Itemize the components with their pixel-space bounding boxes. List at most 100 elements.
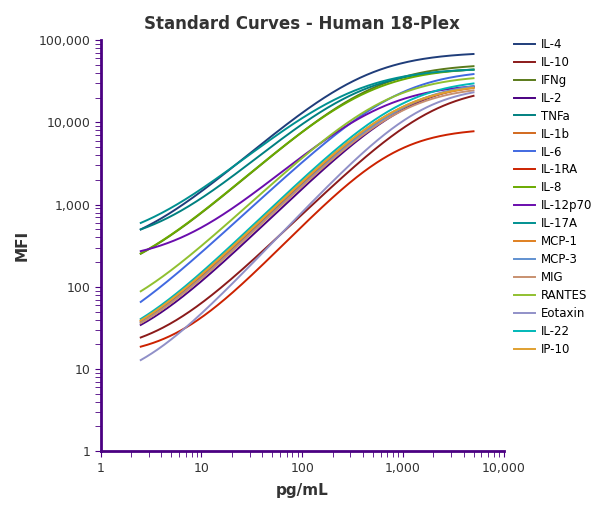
IL-8 [418,72,425,78]
Line: MCP-1: MCP-1 [140,88,474,321]
IFNg [470,63,477,69]
TNFa [334,99,341,105]
MCP-1 [418,96,425,102]
Line: IFNg: IFNg [140,66,474,254]
MCP-1 [470,85,477,91]
IL-10 [137,334,144,341]
Eotaxin [138,357,145,363]
TNFa [439,69,446,75]
IP-10 [138,317,145,323]
MIG [334,152,341,158]
Line: IL-1RA: IL-1RA [140,131,474,347]
IL-1RA [334,190,341,196]
IL-6 [138,298,145,304]
IL-2 [418,98,425,104]
MCP-1 [439,90,446,96]
Eotaxin [334,173,341,180]
MCP-1 [138,317,145,323]
IL-2 [138,321,145,327]
Line: IP-10: IP-10 [140,88,474,321]
IL-17A [418,71,425,77]
IL-2 [334,154,341,160]
Eotaxin [137,357,144,363]
IL-1RA [418,138,425,144]
RANTES [418,84,425,90]
MCP-1 [334,148,341,154]
RANTES [439,79,446,85]
IL-1b [340,144,348,150]
MIG [138,320,145,326]
IL-17A [439,68,446,74]
Eotaxin [335,172,342,179]
Eotaxin [439,97,446,104]
MCP-3 [340,145,348,151]
IFNg [138,250,145,256]
IP-10 [439,90,446,96]
IL-12p70 [470,83,477,89]
MIG [340,146,348,152]
IL-6 [137,299,144,305]
MCP-3 [138,319,145,325]
TNFa [418,71,425,77]
Legend: IL-4, IL-10, IFNg, IL-2, TNFa, IL-1b, IL-6, IL-1RA, IL-8, IL-12p70, IL-17A, MCP-: IL-4, IL-10, IFNg, IL-2, TNFa, IL-1b, IL… [514,38,592,356]
IP-10 [137,318,144,324]
IFNg [418,70,425,76]
IL-6 [418,82,425,88]
IL-17A [470,67,477,73]
IL-10 [418,114,425,120]
IL-12p70 [138,248,145,254]
IL-1b [418,97,425,103]
IL-2 [470,84,477,90]
IL-1b [335,148,342,154]
IL-22 [137,316,144,322]
IL-1RA [439,132,446,139]
IL-22 [334,145,341,151]
IL-1b [439,90,446,96]
RANTES [470,75,477,81]
IL-22 [439,86,446,92]
X-axis label: pg/mL: pg/mL [276,483,328,498]
IL-10 [334,179,341,185]
IL-6 [340,125,348,131]
IL-8 [470,66,477,72]
IL-4 [439,53,446,60]
IL-10 [138,334,145,340]
MIG [439,93,446,99]
IL-17A [138,220,145,226]
Line: MIG: MIG [140,90,474,323]
IL-8 [334,105,341,111]
IL-1b [137,319,144,325]
IL-2 [340,148,348,154]
IL-2 [335,153,342,159]
IL-2 [439,90,446,96]
MCP-3 [137,320,144,326]
IL-22 [138,315,145,321]
IL-4 [138,226,145,232]
IL-1b [470,85,477,91]
IFNg [335,103,342,109]
IFNg [137,251,144,257]
MIG [470,87,477,93]
IL-1RA [137,344,144,350]
IP-10 [418,96,425,102]
IP-10 [470,85,477,91]
IL-17A [137,220,144,226]
RANTES [335,126,342,132]
MIG [137,320,144,326]
IL-1RA [335,189,342,195]
IL-12p70 [334,128,341,134]
IL-22 [340,140,348,146]
IP-10 [340,142,348,148]
MIG [418,100,425,106]
IL-22 [335,144,342,150]
MCP-3 [335,150,342,156]
IL-12p70 [439,87,446,93]
MCP-3 [334,151,341,157]
MCP-1 [335,147,342,153]
IL-12p70 [418,91,425,97]
IL-8 [335,104,342,110]
Y-axis label: MFI: MFI [15,230,30,261]
Line: RANTES: RANTES [140,78,474,291]
TNFa [138,226,145,232]
Line: IL-12p70: IL-12p70 [140,86,474,251]
